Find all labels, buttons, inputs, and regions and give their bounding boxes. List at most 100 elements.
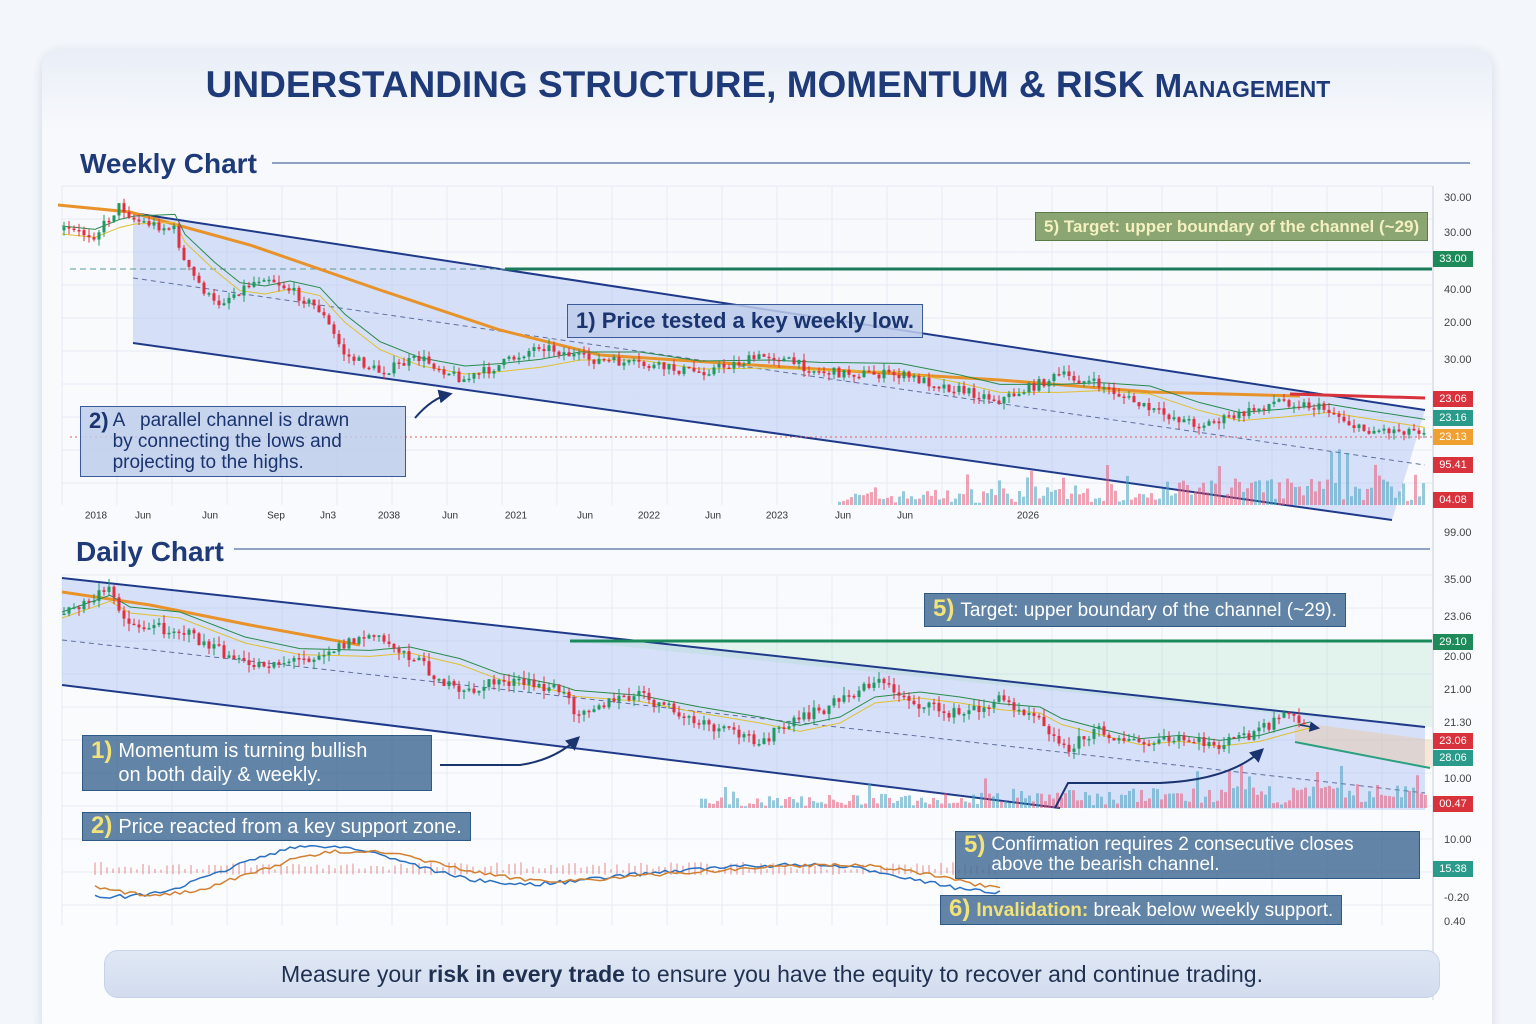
- candle-body: [1057, 735, 1061, 744]
- volume-bar: [1188, 801, 1191, 808]
- volume-bar: [1116, 803, 1119, 808]
- volume-bar: [1386, 481, 1389, 505]
- candle-body: [77, 229, 81, 232]
- x-axis-label: Jun: [577, 511, 593, 522]
- daily-annotation: 5) Target: upper boundary of the channel …: [924, 593, 1346, 627]
- candle-body: [1227, 415, 1231, 417]
- volume-bar: [1422, 483, 1425, 505]
- y-axis-label: 40.00: [1444, 284, 1472, 296]
- moving-average: [61, 600, 1311, 747]
- y-axis-label: -0.20: [1444, 892, 1469, 904]
- candle-body: [337, 333, 341, 345]
- volume-bar: [844, 804, 847, 808]
- candle-body: [902, 695, 906, 698]
- price-tag: [1433, 634, 1473, 650]
- volume-bar: [962, 494, 965, 505]
- volume-bar: [1076, 800, 1079, 808]
- candle-body: [677, 712, 681, 717]
- candle-body: [722, 363, 726, 368]
- candle-body: [1147, 403, 1151, 411]
- volume-bar: [1074, 485, 1077, 505]
- candle-body: [867, 683, 871, 688]
- candle-body: [822, 371, 826, 374]
- volume-bar: [1044, 801, 1047, 808]
- candle-body: [142, 221, 146, 223]
- volume-bar: [1394, 497, 1397, 505]
- candle-body: [1382, 428, 1386, 431]
- candle-body: [502, 679, 506, 682]
- candle-body: [167, 632, 171, 635]
- volume-bar: [1120, 794, 1123, 808]
- candle-body: [877, 678, 881, 683]
- volume-bar: [1326, 479, 1329, 505]
- volume-bar: [1266, 480, 1269, 505]
- candle-body: [1167, 736, 1171, 742]
- candle-body: [1182, 735, 1186, 741]
- candle-body: [72, 228, 76, 231]
- volume-bar: [862, 495, 865, 505]
- volume-bar: [912, 805, 915, 808]
- candle-body: [537, 683, 541, 688]
- candle-body: [707, 374, 711, 376]
- volume-bar: [848, 801, 851, 808]
- candle-body: [927, 377, 931, 387]
- candle-body: [687, 716, 691, 718]
- candle-body: [597, 705, 601, 710]
- candle-body: [1212, 421, 1216, 423]
- volume-bar: [922, 494, 925, 505]
- candle-body: [917, 375, 921, 384]
- volume-bar: [1058, 489, 1061, 505]
- candle-body: [97, 232, 101, 240]
- candle-body: [1242, 733, 1246, 736]
- volume-bar: [1418, 496, 1421, 505]
- candle-body: [322, 655, 326, 657]
- candle-body: [572, 698, 576, 715]
- candle-body: [712, 367, 716, 375]
- volume-bar: [1212, 802, 1215, 808]
- candle-body: [967, 388, 971, 394]
- candle-body: [402, 651, 406, 653]
- candle-body: [487, 679, 491, 688]
- candle-body: [892, 684, 896, 693]
- candle-body: [762, 738, 766, 744]
- candle-body: [1192, 741, 1196, 744]
- volume-bar: [968, 802, 971, 808]
- candle-body: [1192, 419, 1196, 427]
- volume-bar: [1404, 786, 1407, 808]
- volume-bar: [1144, 800, 1147, 808]
- volume-bar: [960, 798, 963, 808]
- candle-body: [702, 372, 706, 376]
- candle-body: [1322, 403, 1326, 410]
- candle-body: [567, 691, 571, 699]
- volume-bar: [1408, 790, 1411, 808]
- candle-body: [817, 371, 821, 373]
- candle-body: [142, 627, 146, 630]
- candle-body: [117, 597, 121, 611]
- volume-bar: [1104, 804, 1107, 808]
- volume-bar: [1398, 491, 1401, 505]
- candle-body: [1132, 396, 1136, 403]
- volume-bar: [1252, 787, 1255, 808]
- candle-body: [1152, 408, 1156, 411]
- candle-body: [347, 638, 351, 649]
- channel-mid: [132, 277, 1426, 466]
- candle-body: [1222, 415, 1226, 424]
- candle-body: [717, 363, 721, 368]
- volume-bar: [824, 803, 827, 808]
- weekly-annotation: 5) Target: upper boundary of the channel…: [1035, 212, 1429, 241]
- volume-bar: [966, 474, 969, 505]
- y-axis-label: 20.00: [1444, 651, 1472, 663]
- volume-bar: [1350, 496, 1353, 505]
- volume-bar: [804, 805, 807, 808]
- candle-body: [1337, 413, 1341, 417]
- candle-body: [632, 359, 636, 362]
- annotation-number: 2): [89, 408, 109, 433]
- volume-bar: [880, 793, 883, 808]
- candle-body: [82, 230, 86, 236]
- candle-body: [792, 357, 796, 364]
- candle-body: [392, 362, 396, 374]
- arrow: [414, 389, 453, 419]
- candle-body: [1402, 431, 1406, 435]
- volume-bar: [920, 797, 923, 808]
- candle-body: [92, 600, 96, 603]
